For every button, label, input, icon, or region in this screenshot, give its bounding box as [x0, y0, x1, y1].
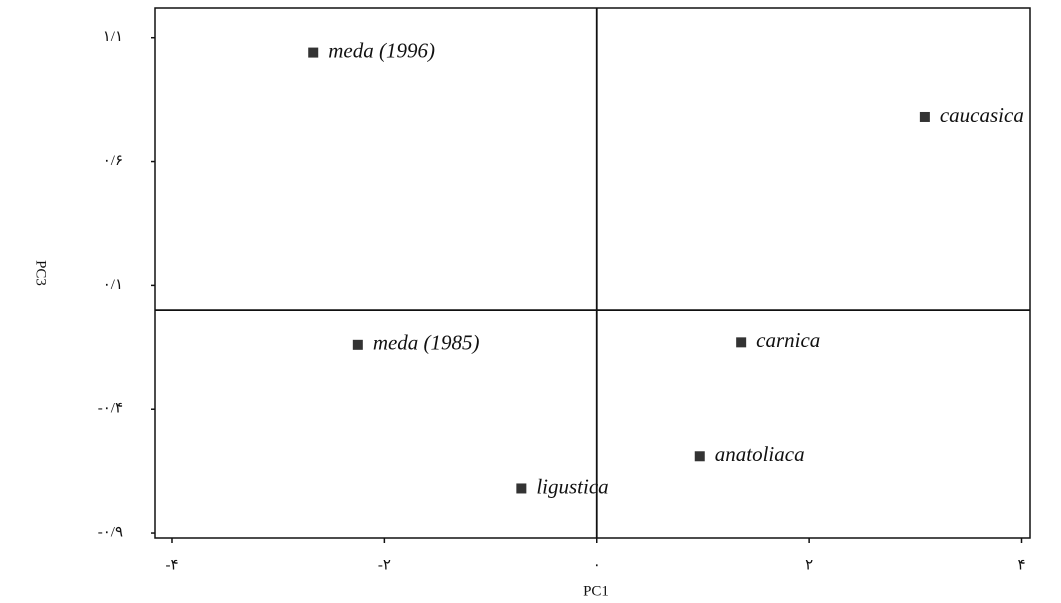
- x-tick-label: ۴: [1017, 557, 1025, 573]
- x-tick-label: -۴: [165, 557, 178, 573]
- point-label: anatoliaca: [715, 442, 805, 466]
- point: [919, 111, 930, 122]
- y-tick-label: -۰/۹: [98, 524, 123, 540]
- point: [308, 47, 319, 58]
- plot-frame: [154, 7, 1031, 539]
- x-axis-label: PC1: [583, 583, 609, 599]
- point-label: meda (1996): [328, 38, 435, 62]
- y-tick-label: ۰/۱: [103, 277, 123, 293]
- y-axis-label: PC3: [33, 260, 49, 286]
- x-tick-label: ۲: [805, 557, 813, 573]
- point: [352, 339, 363, 350]
- point: [516, 483, 527, 494]
- point-label: ligustica: [536, 474, 608, 498]
- point-label: meda (1985): [373, 331, 480, 355]
- point-label: carnica: [756, 328, 820, 352]
- point: [694, 451, 705, 462]
- x-tick-label: -۲: [378, 557, 391, 573]
- point: [736, 337, 747, 348]
- y-tick-label: -۰/۴: [98, 401, 123, 417]
- y-tick-label: ۰/۶: [103, 153, 123, 169]
- x-tick-label: ۰: [593, 557, 601, 573]
- point-label: caucasica: [940, 103, 1024, 127]
- y-tick-label: ۱/۱: [103, 29, 123, 45]
